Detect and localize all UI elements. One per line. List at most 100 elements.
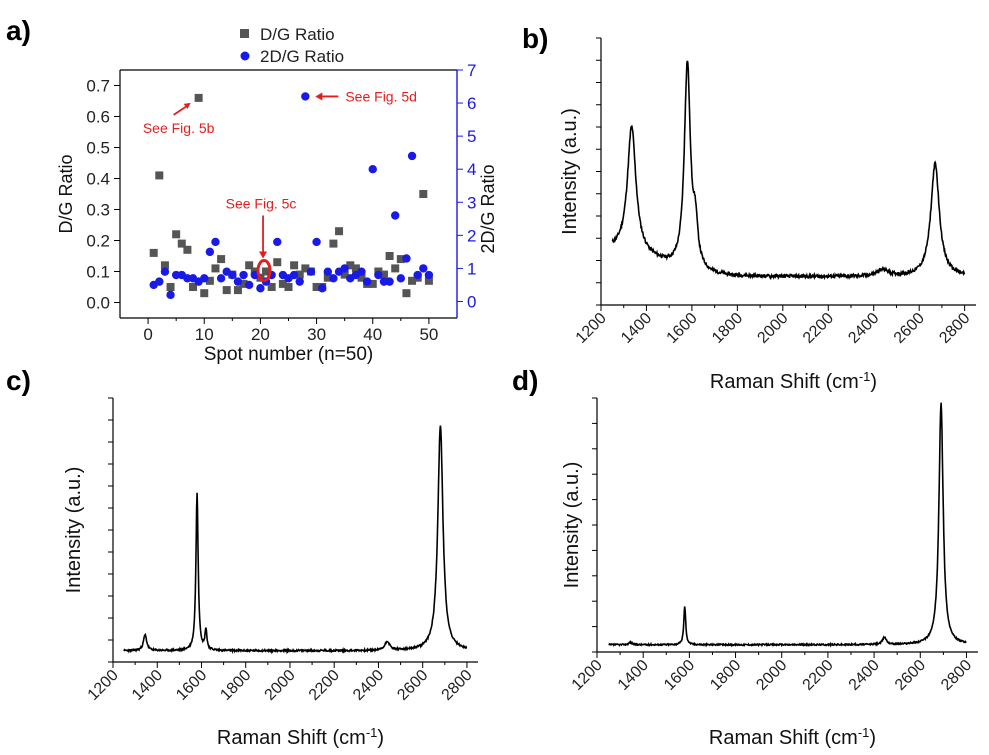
dg-point: [368, 279, 377, 288]
tdg-point: [407, 151, 417, 161]
scatter-panel-a: 0 10 20 30 40 50 0.0 0.1 0.2 0.3 0.4 0.5 0.6 0.7 0 1 2 3 4…: [56, 25, 498, 365]
dg-point: [340, 270, 349, 279]
panel-label-b: b): [522, 23, 548, 54]
dg-point: [391, 264, 400, 273]
x-tick-label: 1600: [173, 667, 210, 704]
x-tick-label: 2400: [846, 657, 883, 694]
x-tick-label: 2200: [800, 310, 837, 347]
tdg-point: [256, 284, 265, 293]
x-tick-label: 2600: [891, 310, 928, 347]
dg-point: [385, 252, 394, 260]
y-tick-label: 0.7: [86, 77, 110, 96]
y-tick-label: 0.2: [86, 232, 110, 251]
x-tick-label: 0: [143, 325, 152, 344]
tdg-point: [200, 274, 209, 283]
y-tick-label: 0.6: [86, 108, 110, 127]
y2-tick-label: 2: [467, 226, 476, 245]
y2-tick-label: 1: [467, 259, 476, 278]
panel-label-d: d): [512, 365, 538, 396]
x-tick-label: 50: [419, 325, 438, 344]
dg-point: [408, 276, 417, 285]
x-tick-label: 2000: [262, 667, 299, 704]
dg-point: [396, 255, 405, 264]
x-tick-label: 1600: [661, 657, 698, 694]
tdg-point: [155, 277, 164, 286]
tdg-point: [391, 211, 400, 220]
annotation-5c: See Fig. 5c: [226, 196, 297, 212]
x-tick-label: 20: [251, 325, 270, 344]
tdg-point: [396, 274, 406, 283]
tdg-point: [205, 247, 215, 257]
tdg-point: [368, 165, 377, 174]
dg-point: [267, 283, 276, 291]
panel-label-c: c): [6, 365, 31, 396]
y-axis-title: Intensity (a.u.): [561, 462, 583, 589]
spectrum-line: [611, 60, 966, 281]
tdg-point: [357, 267, 366, 276]
x-tick-label: 2800: [439, 667, 476, 704]
tdg-point: [160, 267, 170, 276]
tdg-point: [419, 264, 428, 273]
dg-point: [402, 289, 411, 298]
dg-point: [312, 283, 321, 291]
tdg-point: [216, 274, 226, 283]
x-tick-label: 1600: [664, 310, 701, 347]
y2-tick-label: 7: [467, 61, 476, 80]
dg-point: [262, 267, 271, 276]
x-axis-title: Raman Shift (cm-1): [217, 725, 384, 750]
tdg-point: [228, 270, 237, 280]
x-tick-label: 1200: [569, 657, 606, 694]
x-tick-label: 2800: [938, 657, 975, 694]
y2-tick-label: 6: [467, 94, 476, 113]
tdg-point: [385, 277, 394, 286]
tdg-point: [402, 254, 411, 263]
x-tick-label: 30: [307, 325, 326, 344]
annotation-arrowhead-5b: [183, 102, 191, 109]
tdg-point: [239, 270, 248, 280]
x-tick-label: 1200: [573, 310, 610, 347]
x-tick-label: 2400: [350, 667, 387, 704]
tdg-point: [329, 274, 338, 283]
dg-point: [379, 270, 388, 279]
dg-point: [149, 248, 158, 257]
y2-tick-label: 0: [467, 292, 476, 311]
y2-tick-label: 4: [467, 160, 476, 179]
dg-point: [189, 283, 198, 291]
spectrum-panel-d: 1200 1400 1600 1800 2000 2200 2400 2600 2800 Rama…: [561, 397, 978, 750]
y-tick-label: 0.1: [86, 263, 110, 282]
x-axis-title: Raman Shift (cm-1): [709, 725, 876, 750]
legend-marker-dg: [240, 29, 249, 38]
dg-point: [278, 279, 287, 288]
dg-point: [222, 286, 231, 295]
tdg-point: [374, 270, 383, 280]
x-tick-label: 2600: [892, 657, 929, 694]
x-axis-title: Raman Shift (cm-1): [710, 369, 877, 394]
dg-point: [290, 261, 299, 270]
x-tick-label: 2200: [306, 667, 343, 704]
dg-point: [166, 283, 175, 291]
dg-point: [177, 239, 186, 248]
spectrum-line: [608, 402, 967, 648]
y-axis-title: Intensity (a.u.): [63, 467, 85, 594]
tdg-point: [289, 270, 299, 280]
dg-point: [155, 171, 164, 180]
y-tick-label: 0.0: [86, 294, 110, 313]
x-tick-label: 2600: [394, 667, 431, 704]
spectrum-panel-b: 1200 1400 1600 1800 2000 2200 2400 2600 2800 Rama…: [559, 37, 976, 394]
dg-point: [205, 276, 214, 285]
spectrum-line: [123, 425, 468, 655]
annotation-5b: See Fig. 5b: [143, 120, 215, 136]
x-axis-title: Spot number (n=50): [204, 344, 374, 365]
dg-point: [329, 239, 338, 248]
tdg-point: [323, 267, 333, 276]
tdg-point: [244, 280, 254, 290]
tdg-point: [295, 277, 304, 286]
tdg-point: [413, 270, 422, 280]
dg-point: [273, 258, 282, 267]
y-tick-label: 0.3: [86, 201, 110, 220]
tdg-point: [362, 277, 372, 286]
y-tick-label: 0.5: [86, 139, 110, 158]
x-tick-label: 10: [195, 325, 214, 344]
x-tick-label: 1400: [615, 657, 652, 694]
